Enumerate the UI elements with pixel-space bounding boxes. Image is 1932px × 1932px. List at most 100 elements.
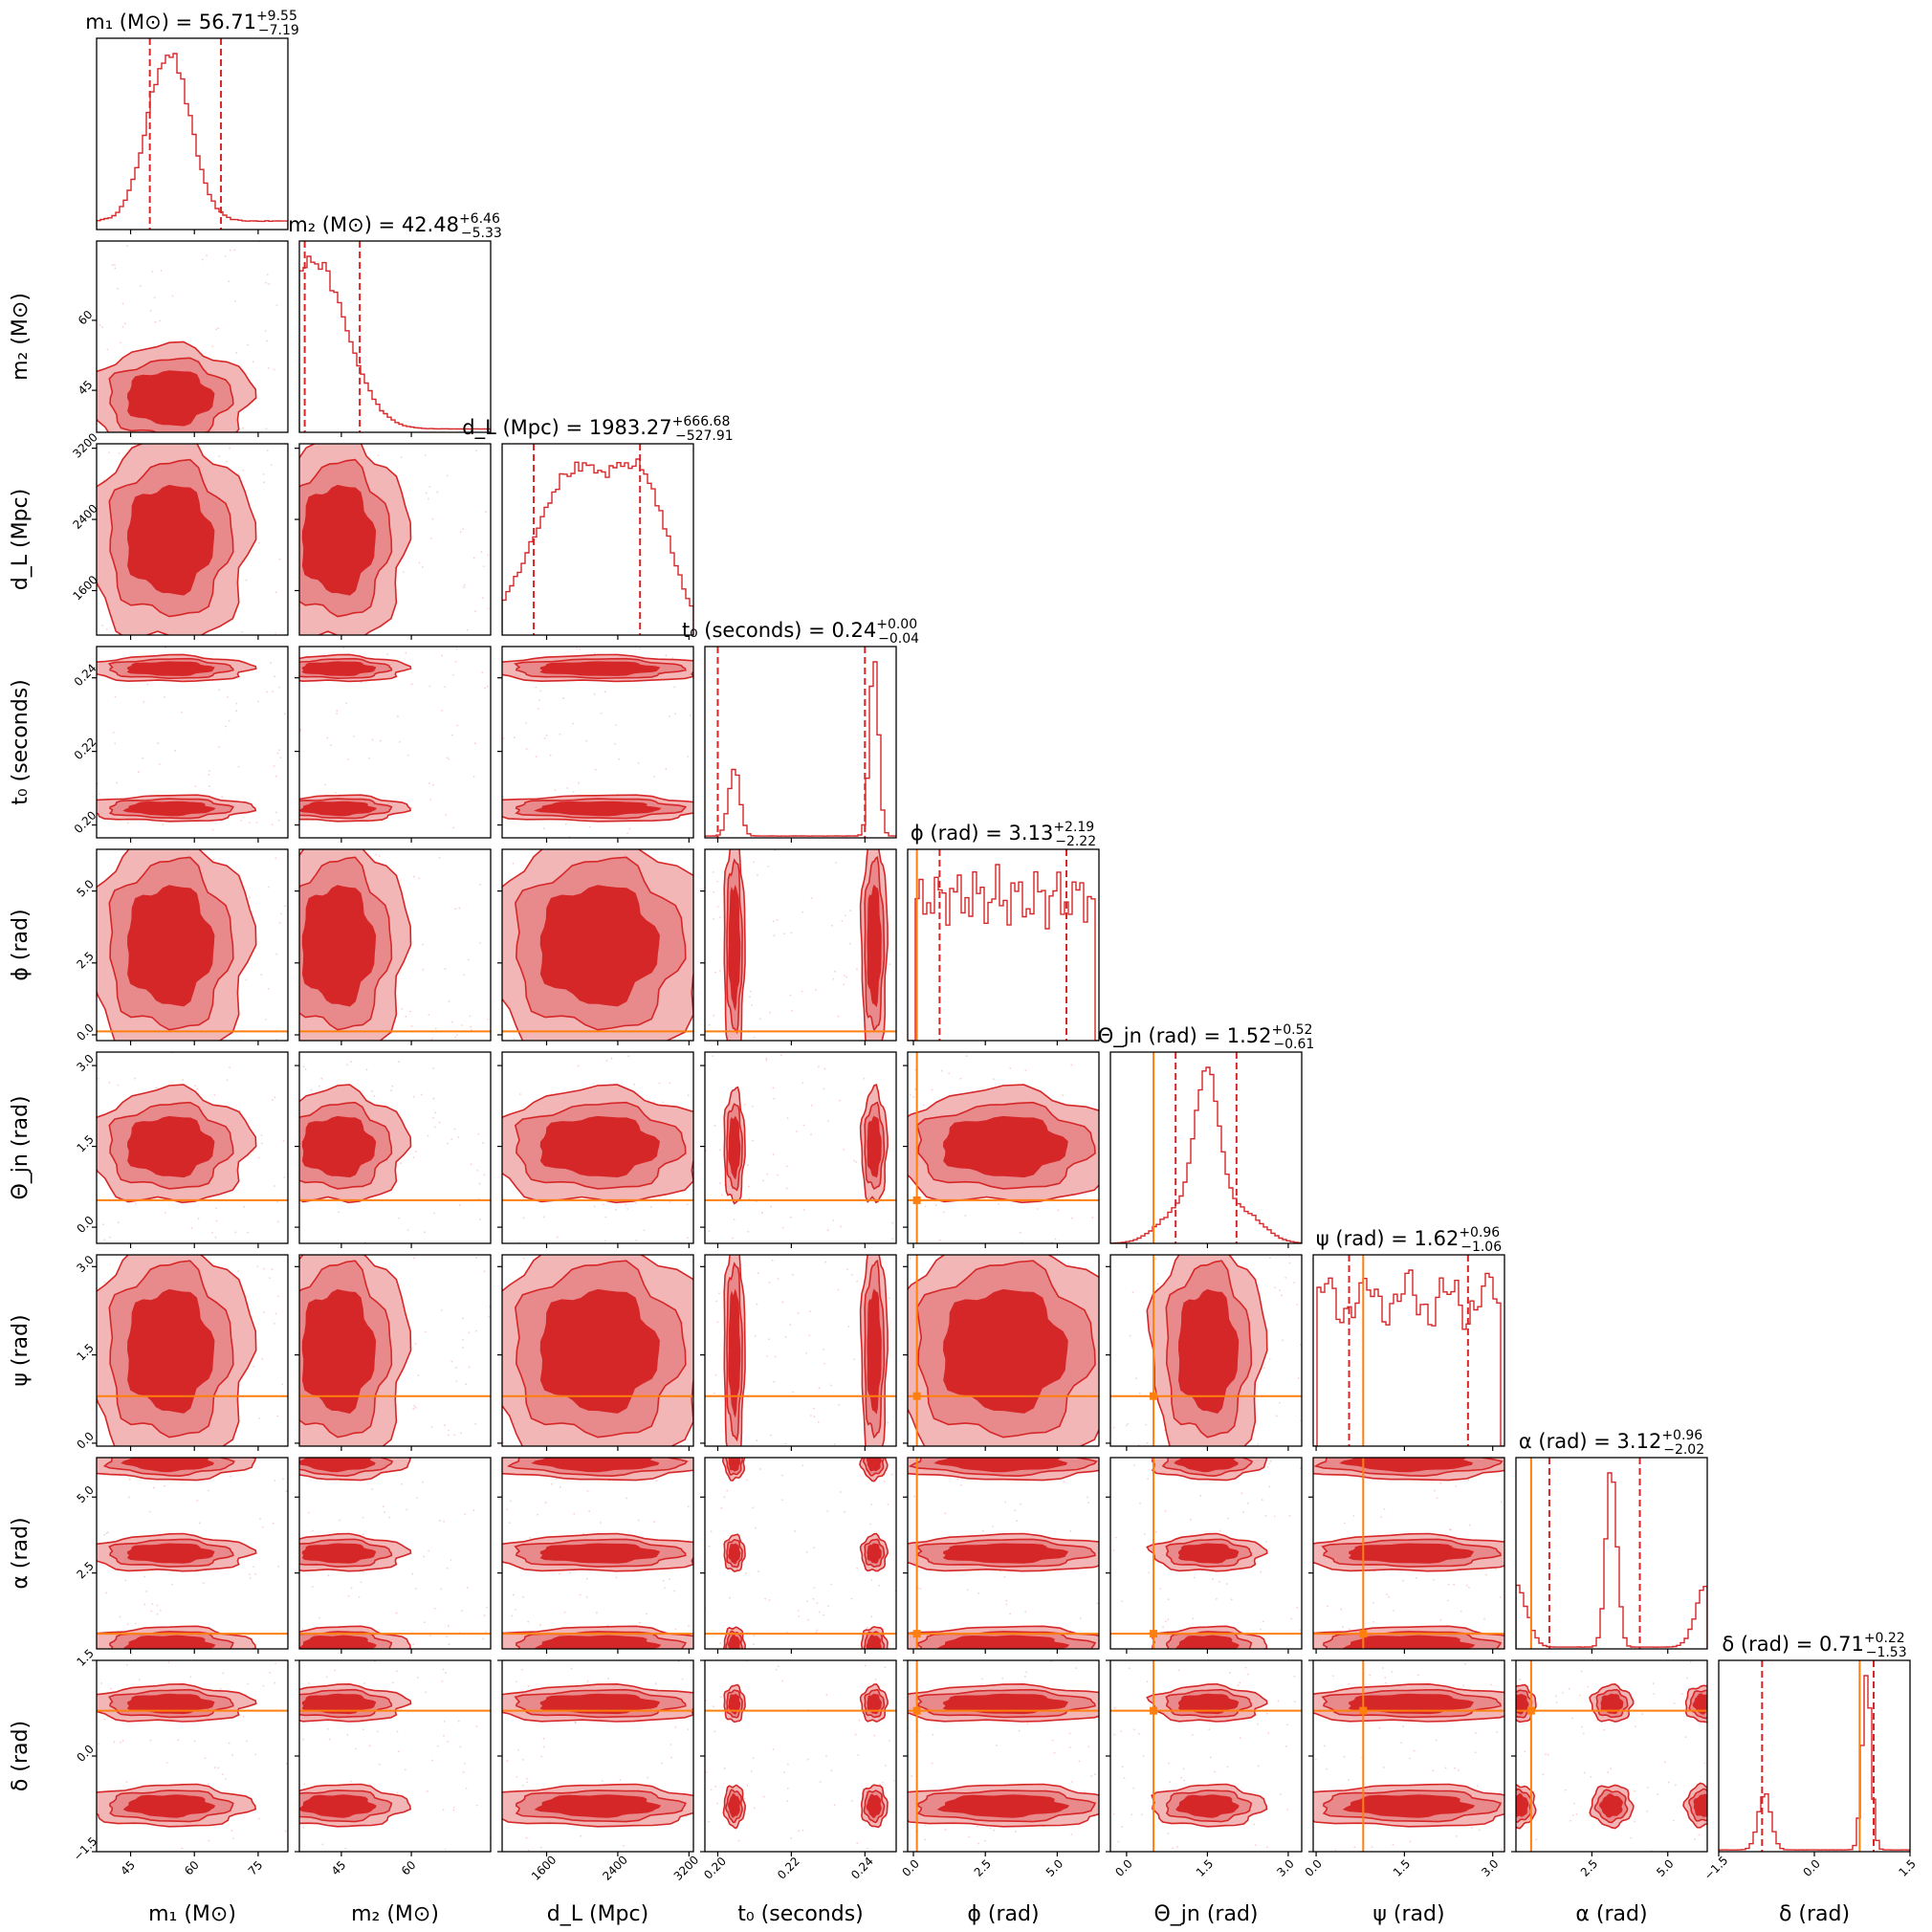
- sample-point: [687, 1728, 690, 1731]
- sample-point: [976, 1825, 978, 1828]
- sample-point: [1468, 1524, 1471, 1526]
- y-tick-label: 3.0: [74, 1052, 96, 1074]
- sample-point: [481, 597, 484, 600]
- hist-panel-t0: t₀ (seconds) = 0.24+0.00 −0.04: [682, 617, 919, 843]
- sample-point: [652, 1101, 655, 1104]
- sample-point: [977, 1842, 979, 1845]
- sample-point: [687, 1505, 690, 1508]
- sample-point: [1542, 1773, 1545, 1776]
- panel-frame: [704, 848, 897, 1042]
- sample-point: [1264, 1541, 1267, 1544]
- sample-point: [412, 1156, 415, 1159]
- sample-point: [884, 1765, 887, 1767]
- sample-point: [588, 1509, 591, 1512]
- sample-point: [481, 671, 484, 673]
- y-tick-label: 3200: [70, 430, 99, 460]
- sample-point: [687, 755, 690, 757]
- sample-point: [751, 1105, 754, 1108]
- sample-point: [249, 822, 251, 824]
- sample-point: [1069, 1529, 1072, 1532]
- sample-point: [1123, 1777, 1126, 1779]
- sample-point: [410, 683, 413, 686]
- contour-panel-theta-vs-phi: [903, 1051, 1100, 1248]
- sample-point: [833, 1804, 836, 1807]
- sample-point: [919, 1588, 922, 1591]
- sample-point: [637, 761, 640, 764]
- contour-inner: [301, 1115, 377, 1178]
- sample-point: [1120, 1730, 1123, 1733]
- sample-point: [475, 1725, 478, 1728]
- sample-point: [233, 299, 236, 302]
- contour-inner: [942, 1693, 1069, 1715]
- x-axis-label-m1: m₁ (M⊙): [148, 1902, 236, 1926]
- sample-point: [459, 531, 462, 534]
- sample-point: [126, 822, 129, 824]
- sample-point: [771, 1259, 774, 1262]
- sample-point: [466, 628, 469, 631]
- sample-point: [229, 1066, 231, 1069]
- contour-panel-delta-vs-psi: 0.0 1.5 3.0: [1303, 1659, 1505, 1879]
- sample-point: [1084, 1790, 1087, 1793]
- sample-point: [134, 1077, 136, 1080]
- sample-point: [813, 1587, 816, 1590]
- contour-panel-t0-vs-m1: 0.20 0.22 0.24: [72, 646, 289, 843]
- sample-point: [1299, 1629, 1302, 1632]
- sample-point: [1087, 1745, 1090, 1748]
- sample-point: [339, 1519, 341, 1522]
- sample-point: [1063, 1481, 1065, 1483]
- sample-point: [748, 1197, 751, 1200]
- sample-point: [1603, 1728, 1605, 1731]
- sample-point: [1587, 1685, 1590, 1688]
- sample-point: [125, 1663, 128, 1666]
- sample-point: [790, 1836, 793, 1839]
- sample-point: [573, 1512, 576, 1515]
- sample-point: [1483, 1617, 1485, 1620]
- sample-point: [274, 1096, 276, 1099]
- sample-point: [1571, 1814, 1574, 1816]
- sample-point: [362, 1516, 364, 1519]
- panel-frame: [907, 848, 1100, 1042]
- sample-point: [1068, 1746, 1071, 1748]
- injection-marker: [912, 1392, 921, 1400]
- sample-point: [508, 1522, 511, 1525]
- contour-inner: [942, 1115, 1068, 1178]
- sample-point: [723, 1496, 726, 1499]
- contour-inner: [299, 1458, 376, 1473]
- panel-frame: [1109, 1254, 1303, 1447]
- contour-panel-dL-vs-m1: 1600 2400 3200: [70, 430, 289, 640]
- sample-point: [851, 1799, 853, 1802]
- sample-point: [705, 1771, 708, 1773]
- sample-point: [425, 1691, 427, 1694]
- sample-point: [121, 325, 124, 328]
- sample-point: [542, 1745, 545, 1748]
- sample-point: [369, 1784, 371, 1786]
- contour-inner: [126, 1115, 215, 1178]
- sample-point: [103, 1533, 106, 1536]
- sample-point: [100, 1682, 103, 1684]
- sample-point: [1146, 1680, 1149, 1683]
- panel-frame: [704, 1254, 897, 1447]
- sample-point: [226, 1079, 229, 1082]
- contour-inner: [301, 1693, 377, 1715]
- sample-point: [1298, 1377, 1300, 1379]
- sample-point: [502, 1441, 505, 1444]
- sample-point: [1667, 1781, 1670, 1784]
- sample-point: [810, 1104, 813, 1107]
- sample-point: [1564, 1789, 1567, 1791]
- contour-inner: [942, 1288, 1068, 1414]
- sample-point: [487, 607, 490, 610]
- sample-point: [222, 1672, 225, 1675]
- sample-point: [1400, 1742, 1403, 1745]
- sample-point: [801, 1082, 803, 1085]
- sample-point: [1703, 1762, 1706, 1765]
- sample-point: [1189, 1518, 1192, 1521]
- sample-point: [412, 1095, 415, 1098]
- sample-point: [1163, 1429, 1166, 1432]
- sample-point: [1457, 1769, 1460, 1771]
- sample-point: [1386, 1593, 1388, 1595]
- sample-point: [993, 1829, 996, 1832]
- sample-point: [1051, 1739, 1054, 1742]
- sample-point: [708, 1023, 711, 1026]
- sample-point: [604, 691, 606, 693]
- sample-point: [1413, 1749, 1416, 1752]
